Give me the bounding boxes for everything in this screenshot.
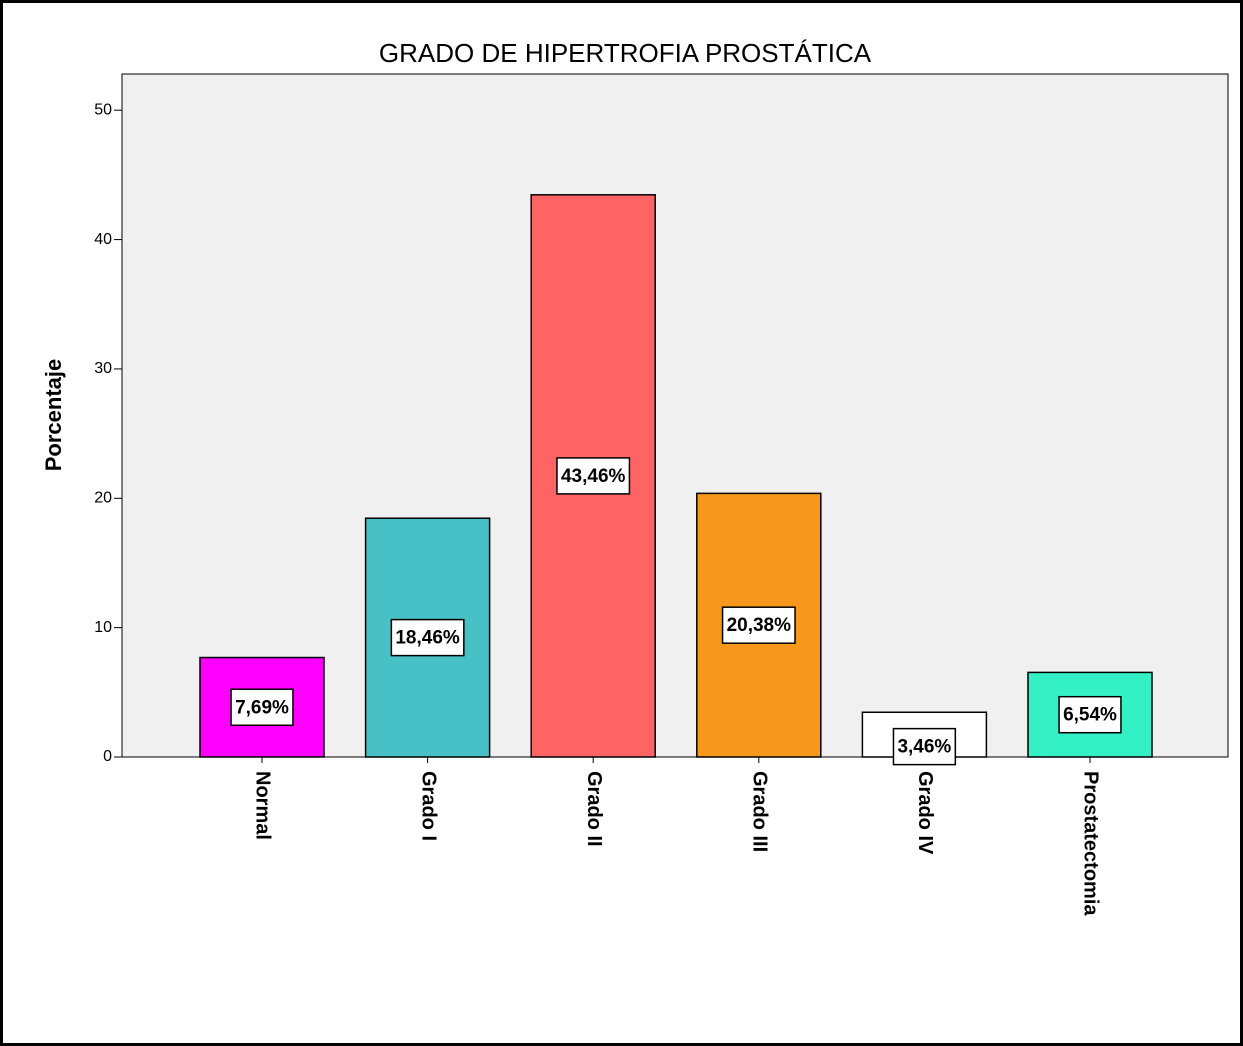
x-tick-label: Normal bbox=[252, 771, 274, 840]
x-tick-label: Grado II bbox=[583, 771, 605, 847]
y-tick-label: 30 bbox=[94, 360, 112, 377]
value-label: 6,54% bbox=[1063, 705, 1117, 726]
y-tick-label: 20 bbox=[94, 490, 112, 507]
value-label-box bbox=[390, 618, 465, 657]
x-tick-label: Grado I bbox=[417, 771, 439, 841]
value-label-box bbox=[892, 727, 957, 766]
y-tick-label: 10 bbox=[94, 619, 112, 636]
y-tick-label: 50 bbox=[94, 101, 112, 118]
value-label-box bbox=[556, 457, 631, 495]
y-tick-label: 0 bbox=[103, 748, 112, 765]
x-tick-label: Grado III bbox=[749, 771, 771, 852]
value-label-box bbox=[230, 688, 294, 727]
value-label: 3,46% bbox=[897, 737, 951, 758]
value-label-box bbox=[721, 606, 796, 644]
value-label: 7,69% bbox=[235, 697, 289, 718]
chart-title: GRADO DE HIPERTROFIA PROSTÁTICA bbox=[379, 38, 872, 68]
x-tick-label: Prostatectomia bbox=[1080, 771, 1102, 916]
x-tick-label: Grado IV bbox=[914, 771, 936, 855]
y-axis-label: Porcentaje bbox=[41, 359, 66, 472]
value-label: 43,46% bbox=[561, 466, 626, 487]
plot-area bbox=[121, 73, 1229, 758]
y-tick-label: 40 bbox=[94, 231, 112, 248]
value-label: 18,46% bbox=[395, 628, 460, 649]
value-label-box bbox=[1058, 695, 1122, 734]
value-label: 20,38% bbox=[727, 615, 792, 636]
